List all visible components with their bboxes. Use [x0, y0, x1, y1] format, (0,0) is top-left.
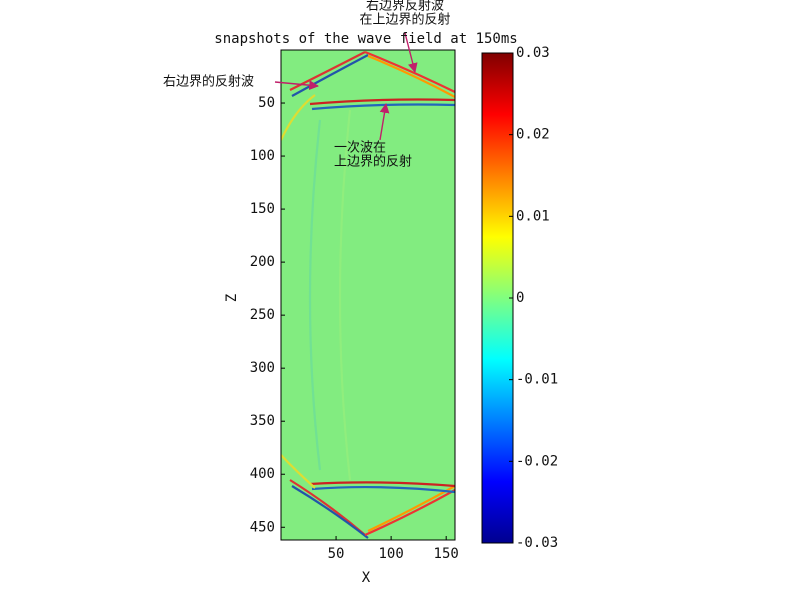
chart-title: snapshots of the wave field at 150ms: [214, 31, 517, 47]
y-tick-label: 300: [250, 360, 275, 376]
colorbar-tick-label: 0.01: [516, 208, 550, 224]
x-tick-label: 150: [434, 546, 459, 562]
colorbar: [481, 52, 514, 544]
colorbar-tick-label: -0.02: [516, 453, 558, 469]
colorbar-tick-label: -0.01: [516, 372, 558, 388]
x-tick-label: 100: [378, 546, 403, 562]
x-axis-label: X: [362, 570, 371, 586]
y-tick-label: 350: [250, 413, 275, 429]
wave-field: [280, 49, 456, 541]
y-tick-label: 250: [250, 307, 275, 323]
annotation: 右边界的反射波: [163, 74, 254, 90]
x-tick-label: 50: [328, 546, 345, 562]
colorbar-tick-label: 0.02: [516, 127, 550, 143]
annotation: 右边界反射波: [366, 0, 444, 14]
annotation: 上边界的反射: [334, 154, 412, 170]
colorbar-tick-label: 0: [516, 290, 524, 306]
y-axis-label: Z: [224, 294, 240, 302]
y-tick-label: 400: [250, 466, 275, 482]
colorbar-tick-label: -0.03: [516, 535, 558, 551]
y-tick-label: 50: [258, 95, 275, 111]
colorbar-tick-label: 0.03: [516, 45, 550, 61]
y-tick-label: 200: [250, 254, 275, 270]
y-tick-label: 150: [250, 201, 275, 217]
annotation: 在上边界的反射: [359, 12, 450, 28]
annotation: 一次波在: [334, 140, 386, 156]
annotation-arrows: [274, 32, 418, 141]
y-tick-label: 450: [250, 519, 275, 535]
y-tick-label: 100: [250, 148, 275, 164]
